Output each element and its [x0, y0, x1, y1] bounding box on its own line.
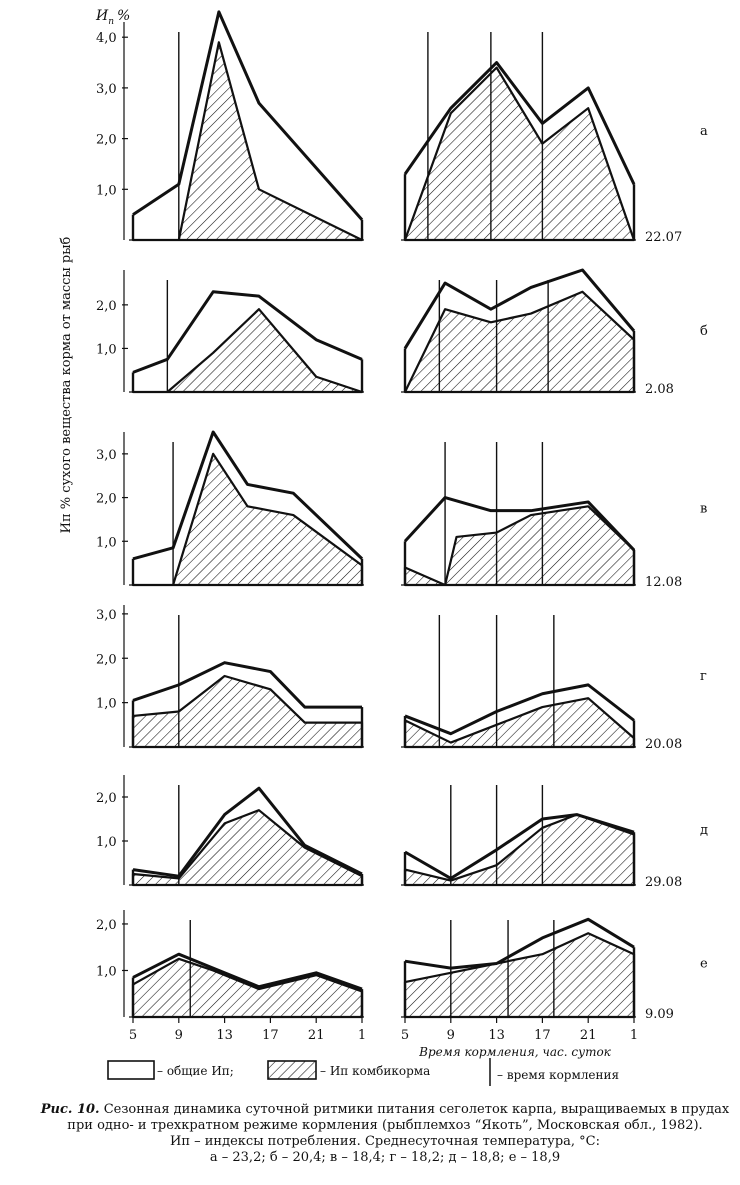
- panel-date-label: 12.08: [645, 575, 682, 590]
- panel-date-label: 2.08: [645, 382, 674, 397]
- y-tick-label: 3,0: [96, 448, 117, 463]
- caption-line-2: при одно- и трехкратном режиме кормления…: [40, 1118, 730, 1134]
- y-tick-label: 2,0: [96, 918, 117, 933]
- x-tick-label: 21: [308, 1028, 325, 1043]
- x-tick-label: 5: [129, 1028, 137, 1043]
- caption-line-4: а – 23,2; б – 20,4; в – 18,4; г – 18,2; …: [40, 1150, 730, 1166]
- y-tick-label: 1,0: [96, 535, 117, 550]
- y-tick-label: 4,0: [96, 31, 117, 46]
- panel-letter-label: в: [700, 502, 707, 517]
- x-tick-label: 17: [262, 1028, 279, 1043]
- x-tick-label: 13: [216, 1028, 233, 1043]
- legend-total-label: – общие Ип;: [157, 1064, 234, 1078]
- panel-letter-label: г: [700, 669, 707, 684]
- feed-area-left: [133, 454, 362, 585]
- panel-letter-label: д: [700, 823, 708, 838]
- panel-letter-label: б: [700, 324, 708, 339]
- feed-area-left: [133, 42, 362, 240]
- feed-area-right: [405, 815, 634, 885]
- panel-date-label: 20.08: [645, 737, 682, 752]
- legend-feeding-time-label: – время кормления: [497, 1068, 619, 1082]
- panel-letter-label: а: [700, 124, 708, 139]
- caption-line-3: Ип – индексы потребления. Среднесуточная…: [40, 1134, 730, 1150]
- y-tick-label: 1,0: [96, 342, 117, 357]
- y-tick-label: 1,0: [96, 183, 117, 198]
- legend-total-swatch: [108, 1061, 154, 1079]
- x-tick-label: 13: [488, 1028, 505, 1043]
- x-axis-title: Время кормления, час. суток: [418, 1045, 612, 1059]
- panel-date-label: 29.08: [645, 875, 682, 890]
- y-unit-label: Ип%: [95, 8, 130, 27]
- y-tick-label: 3,0: [96, 608, 117, 623]
- x-tick-label: 9: [175, 1028, 183, 1043]
- y-tick-label: 1,0: [96, 697, 117, 712]
- legend: – общие Ип; – Ип комбикорма – время корм…: [108, 1058, 619, 1086]
- panel-date-label: 22.07: [645, 230, 682, 245]
- legend-feed-label: – Ип комбикорма: [320, 1064, 430, 1078]
- chart-area: 1,02,03,04,022.07а1,02,02.08б1,02,03,012…: [0, 0, 740, 1095]
- panel-letter-label: е: [700, 957, 708, 972]
- x-tick-label: 5: [401, 1028, 409, 1043]
- y-tick-label: 2,0: [96, 299, 117, 314]
- legend-feed-swatch: [268, 1061, 316, 1079]
- y-tick-label: 2,0: [96, 791, 117, 806]
- figure-caption: Рис. 10. Сезонная динамика суточной ритм…: [40, 1102, 730, 1166]
- y-tick-label: 2,0: [96, 652, 117, 667]
- feed-area-right: [405, 506, 634, 585]
- y-tick-label: 3,0: [96, 82, 117, 97]
- feed-area-left: [133, 959, 362, 1017]
- y-tick-label: 2,0: [96, 133, 117, 148]
- panel-date-label: 9.09: [645, 1007, 674, 1022]
- feed-area-right: [405, 933, 634, 1017]
- x-tick-label: 1: [358, 1028, 366, 1043]
- x-tick-label: 21: [580, 1028, 597, 1043]
- x-tick-label: 17: [534, 1028, 551, 1043]
- y-tick-label: 1,0: [96, 964, 117, 979]
- y-tick-label: 2,0: [96, 492, 117, 507]
- feed-area-left: [133, 676, 362, 747]
- x-tick-label: 1: [630, 1028, 638, 1043]
- y-tick-label: 1,0: [96, 835, 117, 850]
- x-tick-label: 9: [447, 1028, 455, 1043]
- caption-line-1: Сезонная динамика суточной ритмики питан…: [104, 1102, 730, 1117]
- caption-lead: Рис. 10.: [41, 1102, 100, 1117]
- y-axis-title: Ип % сухого вещества корма от массы рыб: [59, 236, 74, 533]
